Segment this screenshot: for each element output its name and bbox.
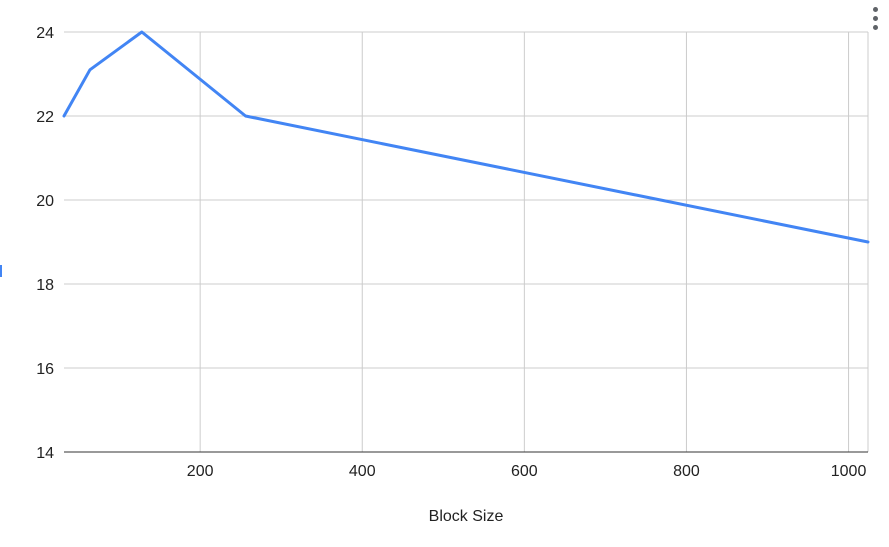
series-line-0 xyxy=(62,30,870,244)
x-tick-label: 400 xyxy=(349,463,376,480)
y-tick-label: 16 xyxy=(36,361,54,378)
y-tick-label: 24 xyxy=(36,25,54,42)
gridlines xyxy=(64,31,869,452)
y-tick-label: 18 xyxy=(36,277,54,294)
x-axis-title: Block Size xyxy=(429,508,504,525)
tick-labels: 14 16 18 20 22 24 200 400 600 800 1000 xyxy=(36,25,866,480)
x-tick-label: 200 xyxy=(187,463,214,480)
y-tick-label: 22 xyxy=(36,109,54,126)
series xyxy=(62,30,870,244)
x-tick-label: 1000 xyxy=(831,463,867,480)
more-vert-icon[interactable] xyxy=(868,6,884,32)
x-tick-label: 600 xyxy=(511,463,538,480)
legend-marker xyxy=(0,265,2,277)
x-tick-label: 800 xyxy=(673,463,700,480)
y-tick-label: 14 xyxy=(36,445,54,462)
y-tick-label: 20 xyxy=(36,193,54,210)
